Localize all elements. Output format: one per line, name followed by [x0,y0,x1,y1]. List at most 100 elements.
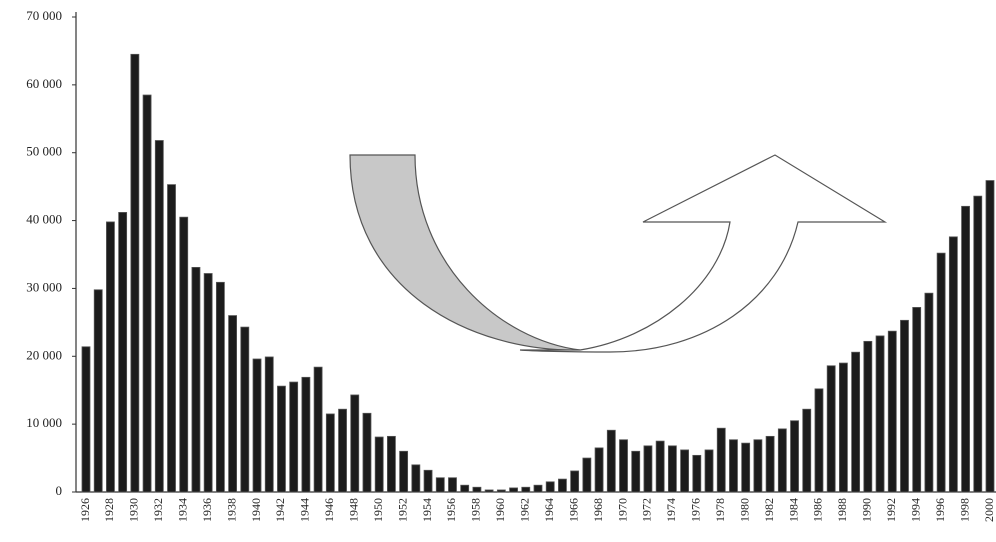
bar [777,428,787,493]
bar [484,489,494,493]
bar [692,454,702,493]
bar [582,457,592,493]
x-tick-label: 1962 [518,498,532,522]
bar [667,445,677,493]
bar [851,351,861,493]
y-tick-label: 30 000 [26,279,62,294]
x-tick-label: 1980 [737,498,751,522]
bar [338,408,347,493]
bar [142,94,152,493]
x-tick-label: 1940 [249,498,263,522]
x-tick-label: 1942 [273,498,287,522]
bar [936,252,946,493]
bar [289,381,299,493]
y-tick-label: 20 000 [26,347,62,362]
x-tick-label: 1948 [347,498,361,522]
x-tick-label: 1926 [78,498,92,522]
y-tick-label: 50 000 [26,144,62,159]
bar [729,439,738,493]
bar [277,385,286,493]
x-tick-label: 1984 [786,498,800,522]
bar [973,195,983,493]
bar [558,478,567,493]
arrow-up-part [519,154,888,353]
bar [753,439,763,493]
x-tick-label: 1944 [298,498,312,522]
bar [154,140,164,493]
bar [545,481,555,493]
bar [118,212,128,493]
bar [411,464,421,493]
bar [765,435,775,493]
bar [826,365,836,493]
bar [790,420,799,493]
bar [191,266,201,493]
x-tick-label: 1978 [713,498,727,522]
bar [264,356,274,493]
bar [619,439,628,493]
bar [814,388,824,493]
bar [802,408,812,493]
bar [130,53,140,493]
bar [460,484,470,493]
bar [496,489,506,493]
bar [167,184,176,493]
y-tick-label: 40 000 [26,212,62,227]
bar [948,236,958,493]
bar [741,442,751,493]
bar [912,307,922,493]
x-tick-label: 2000 [982,498,996,522]
x-tick-label: 1930 [127,498,141,522]
x-tick-label: 1946 [322,498,336,522]
bar [448,477,457,493]
x-tick-label: 1932 [151,498,165,522]
bar [839,362,848,493]
bar [472,486,482,493]
bar [350,394,360,493]
bar [924,292,934,493]
bar [301,376,311,493]
bar [643,445,653,493]
bar [215,281,225,493]
bar [252,358,262,493]
bar [423,469,433,493]
x-tick-label: 1968 [591,498,605,522]
bar [533,484,543,493]
bar [875,335,885,493]
x-tick-label: 1966 [566,498,580,522]
bar [887,330,897,493]
bar [631,450,641,493]
x-tick-label: 1936 [200,498,214,522]
bar [961,205,970,493]
bar [606,429,616,493]
y-tick-label: 60 000 [26,76,62,91]
bar [81,346,91,493]
bar [863,340,873,493]
bar [521,486,531,493]
x-tick-label: 1952 [395,498,409,522]
bar [716,427,726,493]
x-tick-label: 1964 [542,498,556,522]
x-tick-label: 1938 [224,498,238,522]
bar [387,435,396,493]
x-tick-label: 1928 [102,498,116,522]
bar [93,289,103,493]
bar [435,477,445,493]
bar [228,315,237,493]
x-tick-label: 1988 [835,498,849,522]
bar [106,221,115,493]
bar [362,412,372,493]
x-tick-label: 1958 [469,498,483,522]
arrow-down-part [349,154,581,351]
bar [570,470,580,493]
x-tick-label: 1950 [371,498,385,522]
bar [509,487,518,493]
bar [594,447,604,493]
bar [313,366,323,493]
y-tick-label: 0 [56,483,63,498]
x-tick-label: 1994 [908,498,922,522]
bar [374,436,384,493]
arrow-graphic [349,154,888,353]
x-tick-label: 1992 [884,498,898,522]
